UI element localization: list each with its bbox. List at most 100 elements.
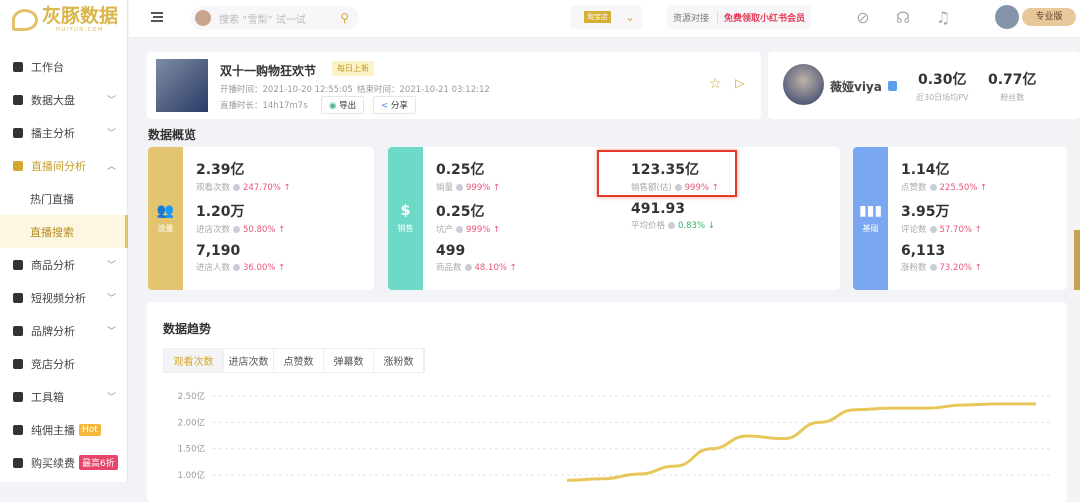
link-icon[interactable]: ⊘ [856, 8, 870, 27]
metric-change: 0.83% [678, 221, 706, 231]
sidebar-item-label: 热门直播 [30, 192, 74, 206]
bar-chart-icon: ▮▮▮ [858, 203, 883, 219]
info-icon[interactable] [674, 184, 682, 191]
y-tick-label: 1.00亿 [178, 470, 205, 481]
sidebar-item-label: 商品分析 [31, 258, 75, 272]
sidebar-nav: 工作台 数据大盘 ﹀ 播主分析 ﹀ 直播间分析 ︿ 热门直播 直播搜索 商品分析 ﹀ 短视频分析 ﹀ 品牌… [0, 50, 128, 479]
metric-change: 999% [466, 183, 491, 193]
search-input[interactable]: 搜索 “雪梨” 试一试 ⚲ [191, 6, 359, 30]
info-icon[interactable] [456, 184, 464, 191]
arrow-up-icon: ↑ [490, 225, 501, 235]
arrow-up-icon: ↑ [280, 183, 291, 193]
sidebar-item[interactable]: 直播间分析 ︿ [0, 149, 128, 182]
metric-group-1: $ 销售 0.25亿 销量 999% ↑ 0.25亿 坑产 999% ↑ 499 商品数 48.10… [388, 147, 840, 290]
metric-value: 491.93 [631, 201, 686, 217]
video-icon [13, 292, 23, 303]
search-placeholder: 搜索 “雪梨” 试一试 [219, 14, 306, 26]
live-thumbnail[interactable] [156, 59, 208, 112]
sidebar-subitem[interactable]: 热门直播 [0, 182, 128, 215]
info-icon[interactable] [233, 264, 241, 271]
metric-label: 涨粉数 [901, 263, 927, 273]
info-icon[interactable] [233, 226, 241, 233]
sidebar-item-label: 品牌分析 [31, 324, 75, 338]
sidebar-item[interactable]: 购买续费 最高6折 [0, 446, 128, 479]
metric-label: 观看次数 [196, 183, 231, 193]
sidebar-badge: 最高6折 [79, 455, 118, 470]
info-icon[interactable] [233, 184, 241, 191]
metric-change: 999% [684, 183, 709, 193]
stat-pv: 0.30亿 近30日场均PV [916, 69, 968, 103]
metric-change: 247.70% [243, 183, 281, 193]
star-icon[interactable]: ☆ [709, 76, 722, 92]
group-label: 流量 [157, 224, 174, 233]
user-avatar[interactable] [995, 5, 1019, 29]
chevron-down-icon: ﹀ [106, 393, 116, 403]
chevron-down-icon: ﹀ [106, 294, 116, 304]
info-icon[interactable] [929, 184, 937, 191]
resource-link[interactable]: 资源对接 [673, 13, 710, 24]
arrow-up-icon: ↑ [506, 263, 517, 273]
metric: 7,190 进店人数 36.00% ↑ [196, 243, 285, 273]
sidebar-subitem[interactable]: 直播搜索 [0, 215, 128, 248]
sidebar-item[interactable]: 播主分析 ﹀ [0, 116, 128, 149]
trend-card: 数据趋势 观看次数 进店次数 点赞数 弹幕数 涨粉数 2.50亿 2.00亿 1.50亿 1.… [147, 302, 1067, 502]
y-tick-label: 1.50亿 [178, 444, 205, 455]
side-float-tab[interactable] [1074, 230, 1080, 290]
sidebar-item[interactable]: 纯佣主播 Hot [0, 413, 128, 446]
sidebar-item[interactable]: 商品分析 ﹀ [0, 248, 128, 281]
search-icon[interactable]: ⚲ [340, 11, 349, 25]
play-icon[interactable]: ▷ [735, 76, 745, 90]
anchor-name[interactable]: 薇娅viya [830, 78, 897, 95]
info-icon[interactable] [464, 264, 472, 271]
metric: 0.25亿 销量 999% ↑ [436, 159, 500, 193]
info-icon[interactable] [929, 226, 937, 233]
sidebar-item[interactable]: 工具箱 ﹀ [0, 380, 128, 413]
metric-value: 7,190 [196, 243, 241, 259]
anchor-card: 薇娅viya 0.30亿 近30日场均PV 0.77亿 粉丝数 [768, 52, 1080, 119]
tab-trend[interactable]: 涨粉数 [374, 349, 424, 372]
ring-icon [13, 325, 23, 336]
person-icon [13, 424, 23, 435]
metric-group-2: ▮▮▮ 基础 1.14亿 点赞数 225.50% ↑ 3.95万 评论数 57.70% ↑ 6,… [853, 147, 1067, 290]
info-icon[interactable] [456, 226, 464, 233]
export-label: 导出 [339, 101, 357, 111]
live-title: 双十一购物狂欢节 [220, 64, 317, 78]
sidebar-item[interactable]: 工作台 [0, 50, 128, 83]
arrow-up-icon: ↑ [708, 183, 719, 193]
sidebar-item[interactable]: 短视频分析 ﹀ [0, 281, 128, 314]
group-label: 基础 [862, 224, 879, 233]
logo[interactable]: 灰豚数据 HUITUN.COM [0, 0, 127, 40]
pie-icon [13, 94, 23, 105]
tab-trend[interactable]: 点赞数 [274, 349, 324, 372]
export-button[interactable]: ◉ 导出 [321, 96, 365, 114]
sidebar-item[interactable]: 竞店分析 [0, 347, 128, 380]
pro-badge[interactable]: 专业版 [1022, 8, 1076, 26]
info-icon[interactable] [929, 264, 937, 271]
info-icon[interactable] [668, 222, 676, 229]
vip-link[interactable]: 免费领取小红书会员 [717, 10, 805, 24]
metric-change: 999% [466, 225, 491, 235]
metric-value: 6,113 [901, 243, 946, 259]
metric-change: 48.10% [474, 263, 507, 273]
anchor-avatar[interactable] [783, 64, 824, 105]
share-icon: < [381, 101, 391, 111]
platform-select[interactable]: 淘宝店 ⌄ [570, 5, 642, 29]
headset-icon[interactable]: ☊ [895, 8, 911, 27]
sidebar-item[interactable]: 品牌分析 ﹀ [0, 314, 128, 347]
bell-icon[interactable]: ♫ [935, 8, 951, 27]
share-button[interactable]: < 分享 [373, 96, 416, 114]
metric: 0.25亿 坑产 999% ↑ [436, 201, 500, 235]
metric-label: 进店人数 [196, 263, 231, 273]
metric-value: 1.20万 [196, 204, 245, 220]
tab-trend[interactable]: 弹幕数 [324, 349, 374, 372]
tab-trend[interactable]: 观看次数 [164, 349, 224, 372]
chevron-down-icon: ⌄ [625, 10, 636, 24]
menu-toggle-icon[interactable] [151, 12, 163, 22]
sidebar-item[interactable]: 数据大盘 ﹀ [0, 83, 128, 116]
mic-icon [13, 127, 23, 138]
card-icon [13, 457, 23, 468]
sidebar-item-label: 直播搜索 [30, 225, 74, 239]
tab-trend[interactable]: 进店次数 [224, 349, 274, 372]
group-band: 👥 流量 [148, 147, 183, 290]
topbar: 搜索 “雪梨” 试一试 ⚲ 淘宝店 ⌄ 资源对接 免费领取小红书会员 ⊘ ☊ ♫ 专业… [129, 0, 1080, 38]
